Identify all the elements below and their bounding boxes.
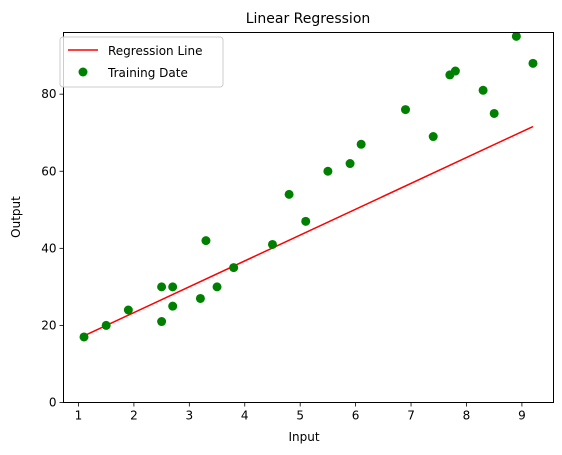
- training-point: [157, 317, 167, 327]
- x-tick-label: 9: [518, 409, 526, 423]
- legend-box: [59, 36, 224, 88]
- legend-label-regression-line: Regression Line: [108, 44, 202, 58]
- training-point: [229, 263, 239, 273]
- training-point: [345, 159, 355, 169]
- training-point: [401, 105, 410, 115]
- regression-line: [83, 125, 534, 337]
- x-tick-label: 5: [296, 409, 304, 423]
- y-tick-label: 60: [41, 164, 56, 178]
- training-point: [168, 301, 178, 311]
- y-tick-label: 80: [41, 87, 56, 101]
- training-point: [428, 132, 438, 142]
- training-point: [195, 293, 205, 303]
- y-axis-label: Output: [9, 196, 23, 238]
- training-point: [284, 189, 294, 199]
- x-tick-label: 8: [463, 409, 471, 423]
- training-point: [450, 66, 460, 76]
- training-point: [157, 282, 167, 292]
- x-tick-label: 2: [130, 409, 138, 423]
- training-point: [267, 239, 277, 249]
- training-point: [356, 139, 366, 149]
- x-axis-label: Input: [288, 430, 319, 444]
- x-tick-label: 6: [352, 409, 360, 423]
- x-tick-label: 4: [241, 409, 249, 423]
- training-point: [168, 282, 178, 292]
- training-point: [489, 108, 499, 118]
- chart-title: Linear Regression: [246, 11, 371, 27]
- training-point: [323, 166, 333, 176]
- y-tick-label: 40: [41, 241, 56, 255]
- x-tick-label: 7: [407, 409, 415, 423]
- y-tick-label: 0: [49, 396, 57, 410]
- plot-frame: [63, 32, 554, 403]
- training-point: [101, 320, 111, 330]
- plot-area: [79, 31, 538, 342]
- training-point: [301, 216, 311, 226]
- x-tick-label: 3: [186, 409, 194, 423]
- training-point: [511, 31, 521, 41]
- x-tick-label: 1: [75, 409, 83, 423]
- y-axis: 0 20 40 60 80: [41, 87, 64, 410]
- legend: Regression Line Training Date: [59, 36, 224, 88]
- training-point: [212, 282, 222, 292]
- training-point: [123, 305, 133, 315]
- training-point: [201, 236, 211, 246]
- x-axis: 1 2 3 4 5 6 7 8 9: [75, 402, 526, 423]
- legend-dot-swatch: [78, 67, 88, 77]
- y-tick-label: 20: [41, 318, 56, 332]
- training-point: [79, 332, 89, 342]
- training-point: [478, 85, 488, 95]
- training-point: [528, 58, 538, 68]
- legend-label-training-date: Training Date: [107, 66, 188, 80]
